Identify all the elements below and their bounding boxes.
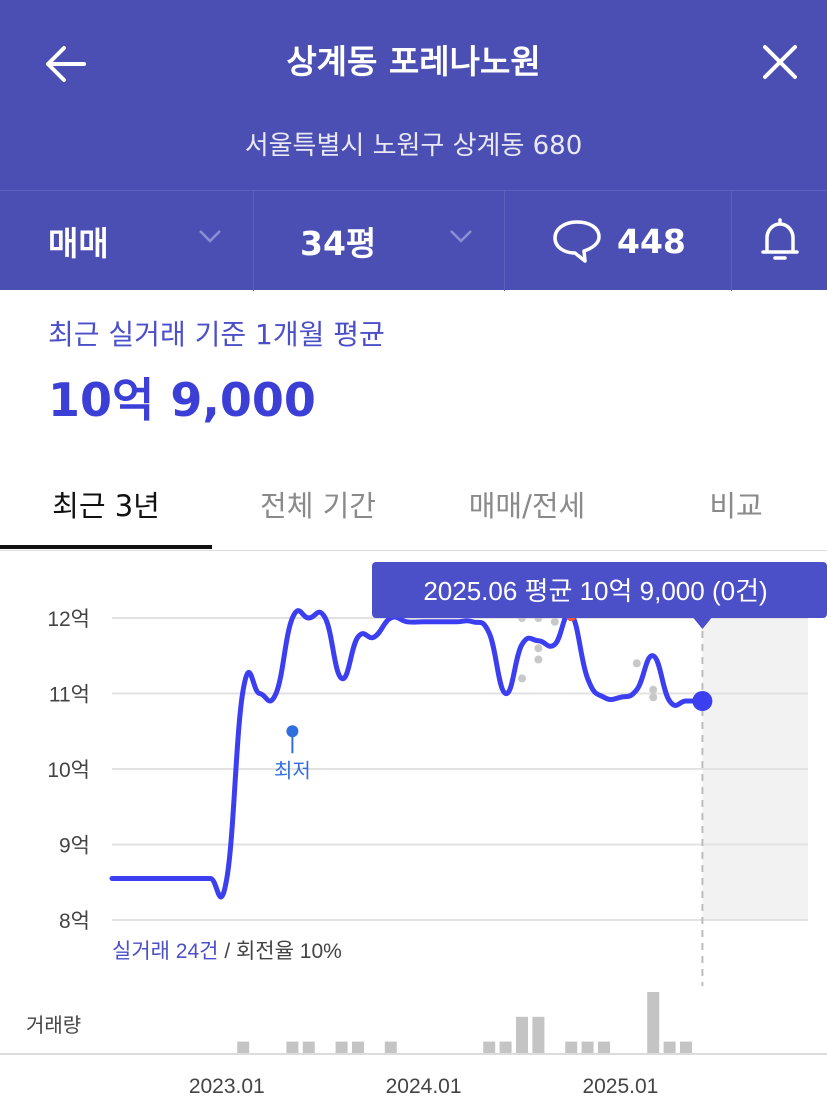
divider bbox=[504, 191, 505, 291]
volume-bar bbox=[384, 1041, 397, 1054]
tooltip-box bbox=[372, 562, 827, 618]
y-tick-label: 10억 bbox=[47, 759, 90, 782]
back-button[interactable] bbox=[40, 38, 92, 90]
scatter-point bbox=[534, 644, 543, 653]
size-select[interactable]: 34평 bbox=[254, 191, 504, 291]
chevron-down-icon bbox=[450, 230, 472, 243]
volume-bar bbox=[237, 1041, 250, 1054]
close-button[interactable] bbox=[754, 36, 806, 88]
y-tick-label: 11억 bbox=[49, 684, 90, 707]
chevron-down-icon bbox=[199, 230, 221, 243]
volume-bar bbox=[499, 1041, 512, 1054]
tab-sale-jeonse[interactable]: 매매/전세 bbox=[468, 489, 586, 523]
y-tick-label: 8억 bbox=[59, 910, 90, 933]
tab-compare[interactable]: 비교 bbox=[709, 489, 763, 523]
volume-bar bbox=[286, 1041, 299, 1054]
summary-subtitle: 최근 실거래 기준 1개월 평균 bbox=[48, 318, 385, 351]
volume-bar bbox=[647, 992, 660, 1054]
bell-icon bbox=[760, 218, 799, 260]
y-axis-labels: 12억 11억 10억 9억 8억 bbox=[47, 608, 90, 933]
app-header: 상계동 포레나노원 서울특별시 노원구 상계동 680 매매 34평 448 bbox=[0, 0, 827, 291]
volume-label: 거래량 bbox=[26, 1014, 81, 1037]
low-marker-label: 최저 bbox=[274, 759, 311, 782]
volume-bar bbox=[335, 1041, 348, 1054]
trade-summary: 실거래 24건 / 회전율 10% bbox=[112, 940, 342, 963]
divider bbox=[253, 191, 254, 291]
filter-bar: 매매 34평 448 bbox=[0, 190, 827, 291]
period-tabs: 최근 3년 전체 기간 매매/전세 비교 bbox=[0, 460, 827, 551]
close-icon bbox=[763, 45, 797, 79]
x-tick-label: 2025.01 bbox=[582, 1075, 658, 1098]
tooltip-text: 2025.06 평균 10억 9,000 (0건) bbox=[423, 576, 767, 606]
scatter-point bbox=[649, 693, 658, 702]
address: 서울특별시 노원구 상계동 680 bbox=[244, 131, 583, 161]
x-axis-labels: 2023.01 2024.01 2025.01 bbox=[189, 1075, 659, 1098]
scatter-point bbox=[632, 659, 641, 668]
tab-all-period[interactable]: 전체 기간 bbox=[260, 489, 376, 523]
summary-price: 10억 9,000 bbox=[48, 373, 316, 427]
y-tick-label: 9억 bbox=[59, 835, 90, 858]
arrow-left-icon bbox=[46, 46, 86, 82]
divider bbox=[731, 191, 732, 291]
turnover-label: / 회전율 10% bbox=[218, 940, 341, 963]
volume-bar bbox=[663, 1041, 676, 1054]
volume-bars bbox=[237, 992, 692, 1054]
page-title: 상계동 포레나노원 bbox=[286, 42, 541, 81]
tab-recent-3-years[interactable]: 최근 3년 bbox=[52, 489, 160, 523]
scatter-point bbox=[518, 674, 526, 683]
low-marker-dot bbox=[286, 725, 299, 738]
x-tick-label: 2023.01 bbox=[189, 1075, 265, 1098]
current-point-marker bbox=[692, 691, 713, 712]
volume-bar bbox=[516, 1016, 528, 1054]
trade-count-label: 실거래 24건 bbox=[112, 940, 218, 963]
x-tick-label: 2024.01 bbox=[386, 1075, 462, 1098]
size-label: 34평 bbox=[300, 224, 377, 263]
scatter-point bbox=[550, 617, 559, 626]
tooltip: 2025.06 평균 10억 9,000 (0건) bbox=[372, 562, 827, 629]
price-line bbox=[109, 608, 705, 900]
tooltip-pointer bbox=[693, 618, 712, 629]
volume-bar bbox=[302, 1041, 315, 1054]
volume-bar bbox=[598, 1041, 610, 1054]
volume-bar bbox=[483, 1041, 496, 1054]
trade-type-label: 매매 bbox=[48, 224, 109, 263]
comment-count: 448 bbox=[617, 221, 686, 261]
y-tick-label: 12억 bbox=[47, 608, 90, 631]
scatter-point bbox=[649, 685, 658, 694]
volume-bar bbox=[352, 1041, 364, 1054]
volume-bar bbox=[532, 1016, 545, 1054]
comments-button[interactable]: 448 bbox=[505, 191, 731, 291]
notification-button[interactable] bbox=[732, 191, 827, 291]
active-tab-indicator bbox=[0, 545, 212, 549]
speech-bubble-icon bbox=[553, 220, 601, 263]
volume-bar bbox=[680, 1041, 692, 1054]
price-chart[interactable]: 12억 11억 10억 9억 8억 최저 2023.01 2024.01 2025.01 실… bbox=[0, 550, 827, 1104]
volume-bar bbox=[581, 1041, 594, 1054]
volume-bar bbox=[565, 1041, 578, 1054]
trade-type-select[interactable]: 매매 bbox=[0, 191, 253, 291]
scatter-point bbox=[534, 655, 543, 664]
